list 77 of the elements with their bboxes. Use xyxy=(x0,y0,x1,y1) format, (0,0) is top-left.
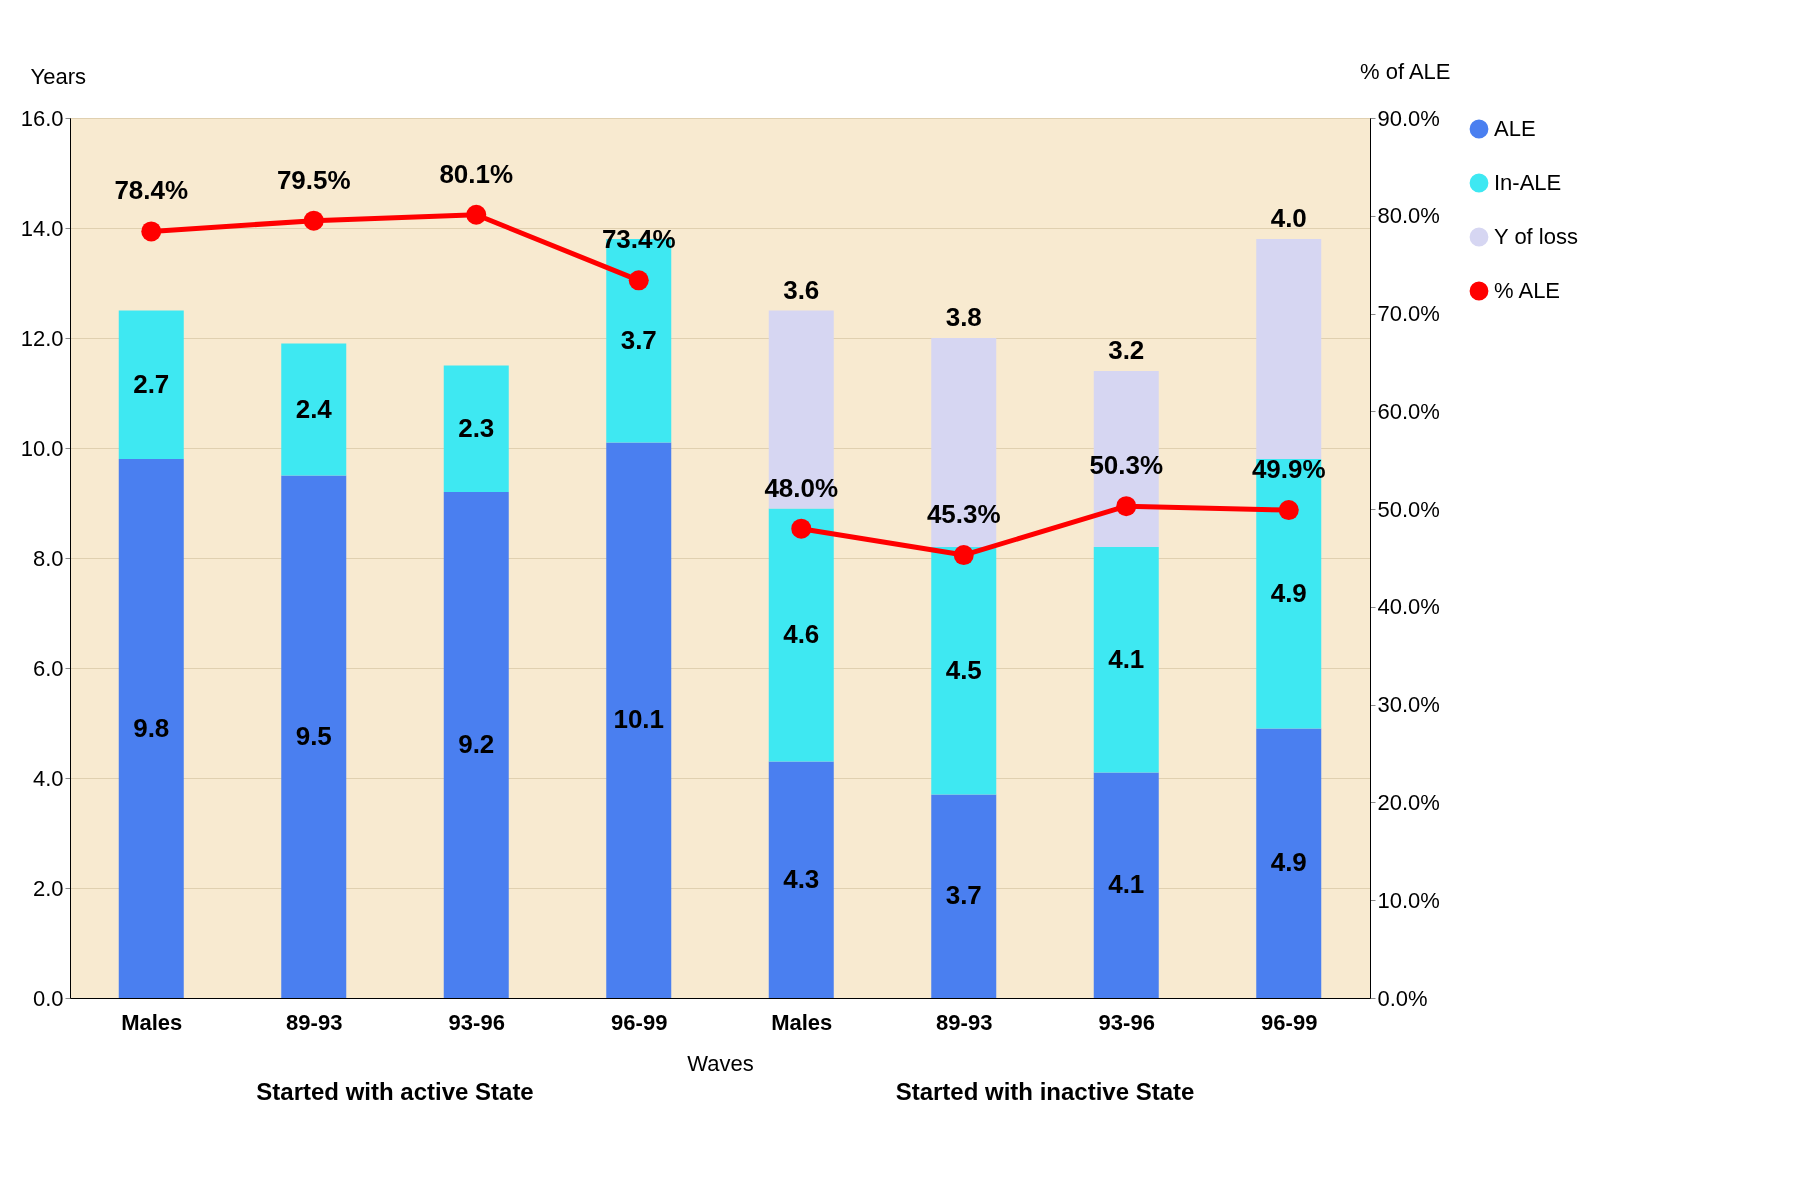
y-tick-label: 4.0 xyxy=(32,765,64,791)
data-label: 4.9 xyxy=(1270,577,1307,608)
x-tick-label: 89-93 xyxy=(286,1009,343,1035)
bar xyxy=(768,508,834,762)
data-label: 4.3 xyxy=(783,863,820,894)
bar xyxy=(1093,547,1159,773)
y2-tick-label: 70.0% xyxy=(1377,301,1440,327)
y2-tick-label: 20.0% xyxy=(1377,789,1440,815)
y-tick-label: 16.0 xyxy=(20,105,64,131)
text: Started with active State xyxy=(256,1078,534,1105)
data-label: 4.0 xyxy=(1270,203,1307,233)
bar xyxy=(281,475,347,998)
data-label: 4.9 xyxy=(1270,847,1307,878)
text: Started with inactive State xyxy=(895,1078,1195,1105)
bar xyxy=(1093,772,1159,998)
bar xyxy=(443,365,509,492)
x-tick-label: 93-96 xyxy=(448,1009,505,1035)
y2-tick-label: 30.0% xyxy=(1377,692,1440,718)
bar xyxy=(931,794,997,998)
data-label: 3.7 xyxy=(945,880,982,911)
data-label: 4.5 xyxy=(945,654,982,685)
y2-tick-label: 10.0% xyxy=(1377,887,1440,913)
bar xyxy=(1256,728,1322,998)
y-tick-label: 12.0 xyxy=(20,325,64,351)
data-label: 45.3% xyxy=(926,499,1001,530)
y-tick-label: 0.0 xyxy=(32,985,64,1011)
bar xyxy=(443,492,509,998)
y2-tick-label: 0.0% xyxy=(1377,985,1428,1011)
data-label: 3.8 xyxy=(945,302,982,332)
bar xyxy=(931,547,997,795)
y2-axis-title: % of ALE xyxy=(1359,58,1451,84)
data-label: 2.4 xyxy=(295,393,333,424)
y2-tick-label: 50.0% xyxy=(1377,496,1440,522)
data-label: 4.1 xyxy=(1108,869,1145,900)
data-label: 3.2 xyxy=(1108,335,1145,365)
x-tick-label: Males xyxy=(771,1009,833,1035)
data-label: 3.6 xyxy=(783,274,820,305)
data-label: 2.7 xyxy=(133,368,170,399)
y-tick-label: 10.0 xyxy=(20,435,64,461)
bar xyxy=(118,459,184,998)
y-tick-label: 14.0 xyxy=(20,215,64,241)
bar xyxy=(606,442,672,998)
y-tick-label: 6.0 xyxy=(32,655,64,681)
data-label: 4.6 xyxy=(783,619,820,649)
data-label: 9.5 xyxy=(295,720,332,751)
y-tick-label: 2.0 xyxy=(32,875,64,901)
data-label: 4.1 xyxy=(1108,643,1145,674)
data-label: 3.7 xyxy=(620,324,657,355)
y2-tick-label: 80.0% xyxy=(1377,203,1440,229)
legend-label: In-ALE xyxy=(1494,170,1562,195)
y2-tick-label: 90.0% xyxy=(1377,105,1440,131)
data-label: 9.8 xyxy=(133,712,170,743)
data-label: 79.5% xyxy=(276,164,351,195)
legend-label: % ALE xyxy=(1494,278,1561,303)
x-axis-title: Waves xyxy=(687,1050,754,1076)
data-label: 50.3% xyxy=(1089,450,1164,481)
x-tick-label: 96-99 xyxy=(1261,1009,1318,1035)
bar xyxy=(281,343,347,476)
y2-tick-label: 40.0% xyxy=(1377,594,1440,620)
legend-label: Y of loss xyxy=(1494,224,1578,249)
x-tick-label: Males xyxy=(121,1009,183,1035)
legend-label: ALE xyxy=(1494,116,1536,141)
y-tick-label: 8.0 xyxy=(32,545,64,571)
x-tick-label: 93-96 xyxy=(1098,1009,1155,1035)
data-label: 80.1% xyxy=(439,158,514,189)
bar xyxy=(118,310,184,459)
y2-tick-label: 60.0% xyxy=(1377,398,1440,424)
data-label: 10.1 xyxy=(613,704,665,735)
bar xyxy=(1256,239,1322,459)
data-label: 78.4% xyxy=(114,175,189,206)
x-tick-label: 96-99 xyxy=(611,1009,668,1035)
bar xyxy=(768,761,834,998)
data-label: 2.3 xyxy=(458,412,495,443)
y-axis-title: Years xyxy=(30,63,86,89)
data-label: 9.2 xyxy=(458,729,495,759)
data-label: 48.0% xyxy=(764,472,839,503)
x-tick-label: 89-93 xyxy=(936,1009,993,1035)
